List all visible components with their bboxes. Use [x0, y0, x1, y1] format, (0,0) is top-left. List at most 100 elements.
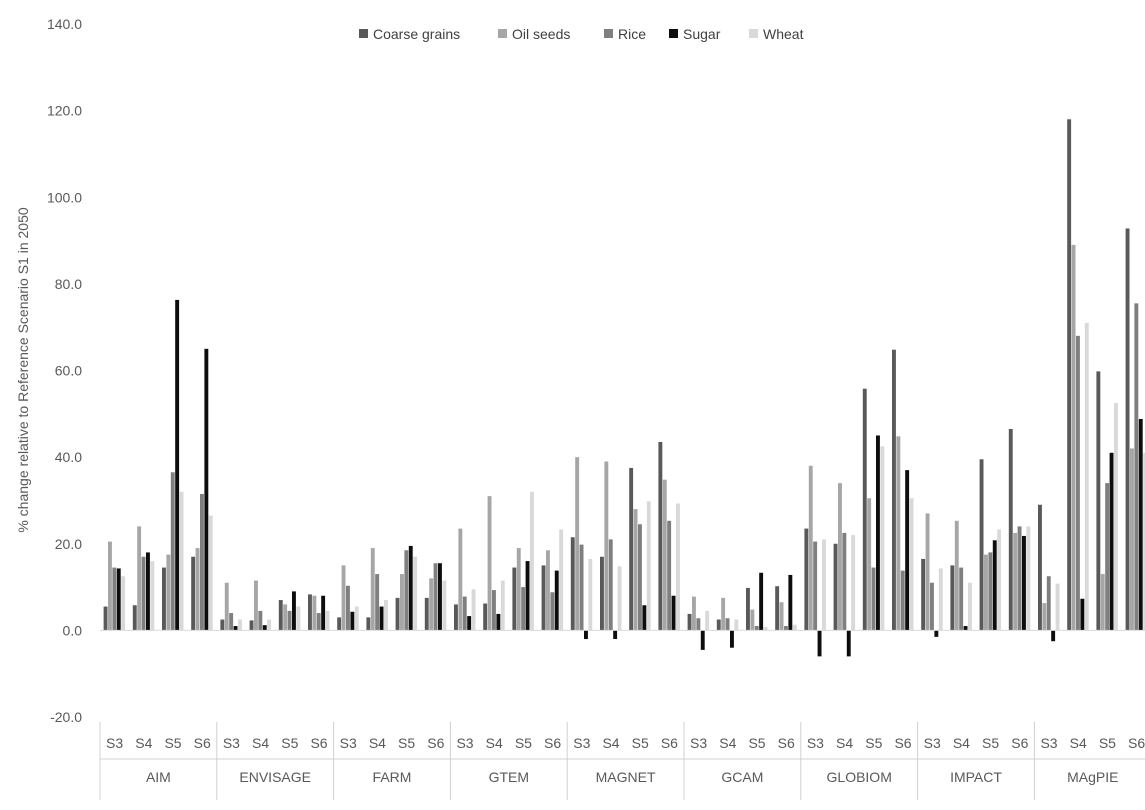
- bar: [896, 436, 901, 631]
- bar: [1114, 402, 1118, 631]
- bar: [817, 630, 822, 657]
- bar: [746, 587, 750, 631]
- bar: [954, 520, 959, 631]
- bar: [541, 565, 546, 631]
- bar: [438, 563, 442, 631]
- x-tick-label: S5: [748, 735, 765, 751]
- x-tick-label: S3: [573, 735, 590, 751]
- bar: [233, 626, 238, 631]
- bar: [700, 630, 705, 650]
- bar: [725, 618, 730, 631]
- legend-swatch: [604, 29, 613, 38]
- bar: [1022, 535, 1026, 631]
- bar: [370, 548, 375, 631]
- bar: [813, 541, 818, 631]
- bar: [1084, 322, 1089, 631]
- y-axis-title: % change relative to Reference Scenario …: [15, 207, 31, 533]
- bar: [676, 503, 680, 631]
- bar: [909, 498, 914, 631]
- legend: Coarse grains Oil seeds Rice Sugar Wheat: [359, 26, 804, 42]
- bar: [992, 540, 997, 631]
- y-tick-label: 120.0: [47, 103, 82, 119]
- bar: [404, 550, 409, 631]
- bar: [132, 605, 137, 631]
- x-tick-label: S3: [106, 735, 123, 751]
- bar: [1008, 428, 1013, 631]
- legend-label: Oil seeds: [512, 26, 570, 42]
- bar: [784, 626, 788, 631]
- bar: [337, 617, 342, 631]
- bar: [1017, 526, 1022, 631]
- bar: [208, 515, 213, 631]
- bar: [1055, 583, 1060, 631]
- bar: [880, 446, 885, 631]
- x-tick-label: S3: [340, 735, 357, 751]
- x-tick-label: S3: [223, 735, 240, 751]
- bar: [705, 610, 710, 631]
- bar: [1105, 483, 1110, 631]
- x-tick-label: S6: [661, 735, 678, 751]
- x-tick-label: S5: [164, 735, 181, 751]
- bar: [1138, 419, 1143, 631]
- bar: [1051, 630, 1056, 642]
- x-group-label: MAGNET: [596, 769, 656, 785]
- bar: [116, 568, 121, 631]
- bar: [287, 610, 292, 631]
- bar: [671, 595, 676, 631]
- bar: [530, 491, 534, 631]
- bar: [312, 595, 317, 631]
- bar: [692, 596, 696, 631]
- bar: [979, 459, 984, 631]
- bar: [1109, 452, 1114, 631]
- x-tick-label: S3: [1040, 735, 1057, 751]
- bar: [471, 589, 476, 631]
- bar: [788, 574, 793, 631]
- bar: [984, 554, 988, 631]
- x-tick-label: S5: [982, 735, 999, 751]
- bar: [667, 520, 672, 631]
- bar: [629, 467, 634, 631]
- bar: [842, 532, 847, 631]
- bar: [200, 493, 204, 631]
- x-tick-label: S6: [194, 735, 211, 751]
- x-tick-label: S6: [427, 735, 444, 751]
- bar: [112, 567, 117, 631]
- bar: [146, 552, 150, 631]
- bar: [734, 619, 739, 631]
- y-tick-label: 60.0: [55, 363, 82, 379]
- bar: [1038, 504, 1042, 631]
- bar: [424, 597, 429, 631]
- bar: [633, 509, 638, 631]
- bar: [366, 617, 371, 631]
- bar: [754, 626, 759, 631]
- bar: [642, 605, 647, 631]
- bar: [559, 529, 564, 631]
- bar: [1026, 526, 1031, 631]
- bar: [512, 567, 517, 631]
- x-tick-label: S6: [544, 735, 561, 751]
- bar: [141, 556, 146, 631]
- bar: [483, 603, 488, 631]
- bar: [608, 539, 613, 631]
- bar: [500, 580, 505, 631]
- bar: [575, 457, 580, 631]
- legend-label: Wheat: [763, 26, 804, 42]
- bar: [170, 472, 175, 631]
- bar: [662, 479, 667, 631]
- y-axis: 140.0 120.0 100.0 80.0 60.0 40.0 20.0 0.0 -20.0: [47, 16, 82, 725]
- legend-label: Sugar: [683, 26, 721, 42]
- x-tick-label: S5: [632, 735, 649, 751]
- bar: [808, 465, 813, 631]
- bar: [696, 618, 701, 631]
- x-tick-label: S3: [807, 735, 824, 751]
- bar: [554, 570, 559, 631]
- bar: [1100, 574, 1105, 631]
- x-tick-label: S4: [252, 735, 269, 751]
- y-tick-label: 140.0: [47, 16, 82, 32]
- bar: [516, 548, 521, 631]
- bar: [400, 574, 404, 631]
- y-tick-label: 100.0: [47, 189, 82, 205]
- bar: [1067, 119, 1072, 631]
- bar: [1013, 532, 1018, 631]
- bar: [833, 543, 838, 631]
